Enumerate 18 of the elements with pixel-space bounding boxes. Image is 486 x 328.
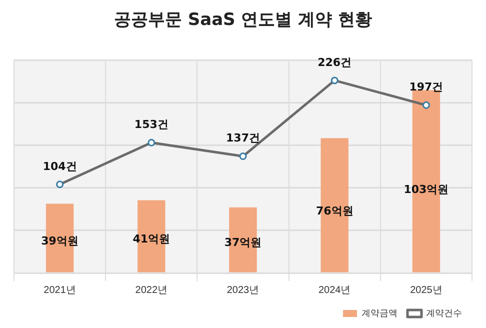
data-label: 76억원 <box>316 204 354 218</box>
data-label: 104건 <box>42 160 77 173</box>
x-tick-label: 2024년 <box>318 284 351 296</box>
legend-label: 계약금액 <box>362 308 398 318</box>
chart-title: 공공부문 SaaS 연도별 계약 현황 <box>112 9 374 31</box>
x-tick-label: 2023년 <box>226 284 260 296</box>
data-label: 103억원 <box>404 183 449 196</box>
data-label: 39억원 <box>41 234 78 248</box>
data-label: 41억원 <box>132 232 170 246</box>
data-label: 37억원 <box>224 236 262 249</box>
legend-label: 계약건수 <box>426 308 462 318</box>
x-tick-label: 2021년 <box>44 284 76 296</box>
data-label: 197건 <box>409 80 444 94</box>
data-label: 137건 <box>226 132 260 145</box>
x-tick-label: 2022년 <box>135 284 168 296</box>
data-label: 153건 <box>134 118 168 132</box>
x-tick-label: 2025년 <box>410 284 442 296</box>
data-label: 226건 <box>318 56 352 69</box>
